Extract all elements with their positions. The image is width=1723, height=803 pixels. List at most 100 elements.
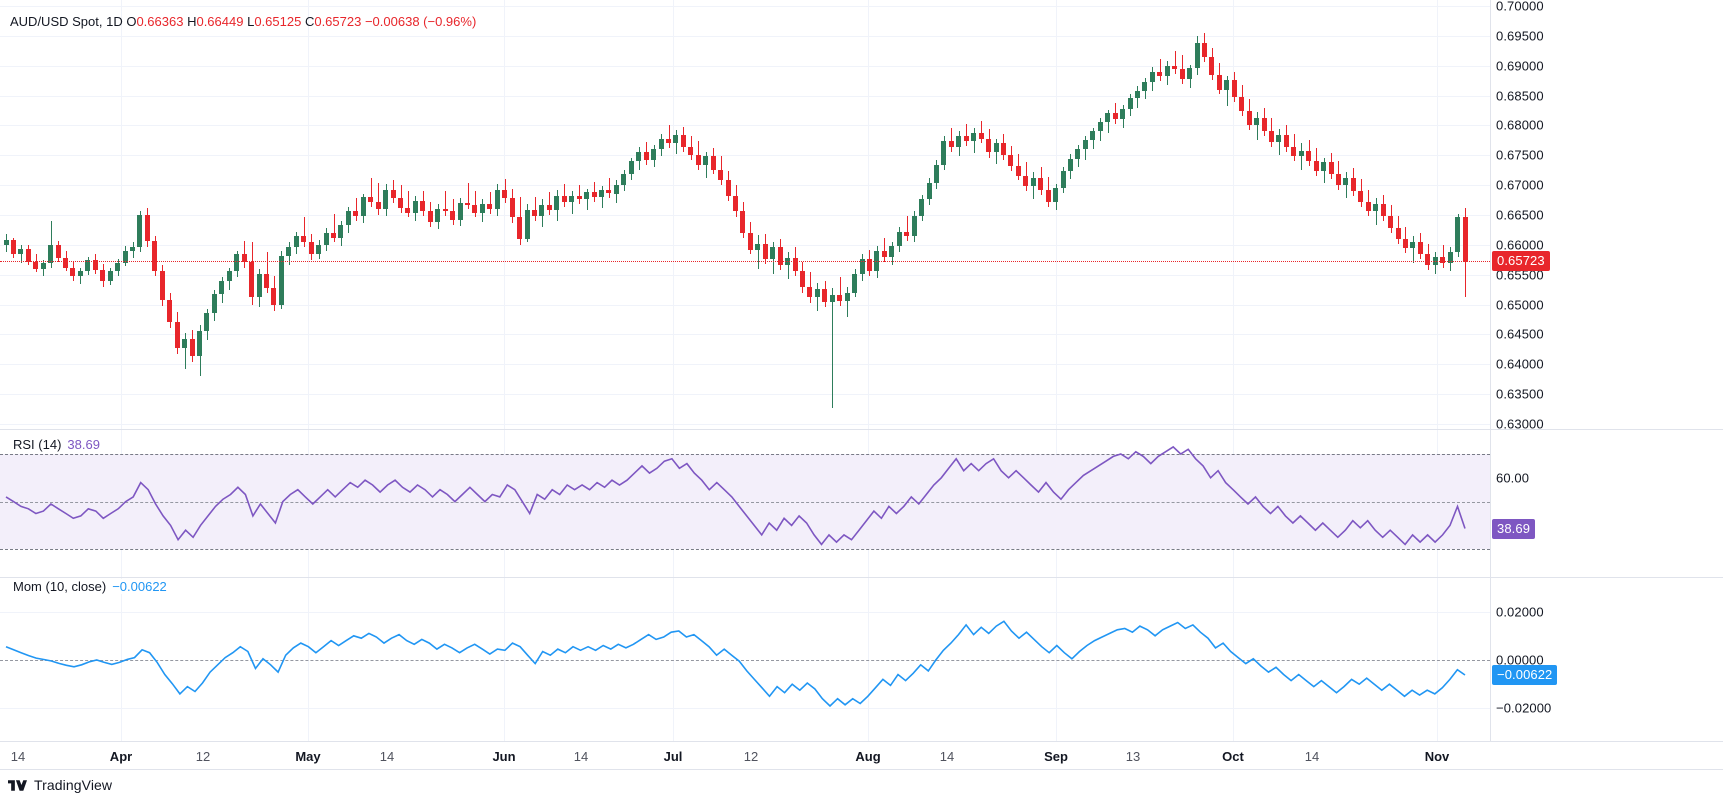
candle-body	[1410, 242, 1415, 249]
candle-body	[487, 204, 492, 210]
candle-body	[718, 169, 723, 181]
tradingview-logo[interactable]: TradingView	[8, 777, 112, 793]
candle-body	[100, 269, 105, 281]
candle-body	[1448, 252, 1453, 263]
rsi-level-line	[0, 501, 1490, 503]
candle-body	[227, 271, 232, 281]
candle-body	[413, 200, 418, 213]
price-axis-label: 0.70000	[1496, 0, 1544, 14]
price-scale[interactable]	[1490, 0, 1723, 430]
rsi-legend[interactable]: RSI (14) 38.69	[10, 437, 103, 452]
price-scale-border	[1490, 0, 1491, 430]
candle-body	[443, 209, 448, 212]
candle-body	[502, 189, 507, 199]
candle-wick	[80, 267, 81, 285]
candle-body	[696, 155, 701, 165]
candle-body	[1046, 189, 1051, 202]
candle-body	[852, 273, 857, 293]
candle-wick	[579, 185, 580, 205]
candle-body	[212, 293, 217, 313]
gridline-horizontal	[0, 66, 1490, 67]
last-price-line	[0, 261, 1490, 263]
candle-body	[800, 271, 805, 287]
candle-wick	[609, 177, 610, 199]
candle-body	[1209, 57, 1214, 76]
candle-body	[956, 136, 961, 147]
candle-body	[755, 243, 760, 250]
rsi-scale-border	[1490, 430, 1491, 578]
candle-wick	[1257, 112, 1258, 140]
close-label: C	[304, 14, 315, 29]
candle-wick	[378, 182, 379, 215]
candle-body	[994, 143, 999, 152]
candle-body	[361, 197, 366, 217]
low-value: 0.65125	[254, 14, 302, 29]
pane-divider-mom-time	[0, 741, 1723, 742]
candle-body	[919, 199, 924, 217]
candle-body	[11, 240, 16, 254]
rsi-scale[interactable]	[1490, 430, 1723, 578]
price-legend[interactable]: AUD/USD Spot, 1D O0.66363 H0.66449 L0.65…	[10, 14, 476, 29]
candle-body	[532, 210, 537, 217]
candle-body	[145, 215, 150, 242]
candle-body	[733, 195, 738, 212]
candle-wick	[907, 216, 908, 242]
candle-body	[1172, 65, 1177, 70]
pane-divider-price-rsi	[0, 429, 1723, 430]
candle-body	[681, 134, 686, 147]
price-axis-label: 0.65000	[1496, 297, 1544, 313]
candle-wick	[884, 237, 885, 262]
price-axis-label: 0.64500	[1496, 326, 1544, 342]
candle-body	[428, 211, 433, 223]
candle-wick	[445, 191, 446, 217]
candle-body	[33, 261, 38, 269]
candle-body	[867, 259, 872, 272]
price-plot-area[interactable]	[0, 0, 1490, 430]
momentum-plot-area[interactable]	[0, 578, 1490, 742]
candle-body	[1150, 71, 1155, 83]
candle-body	[1276, 134, 1281, 143]
price-axis-label: 0.66500	[1496, 207, 1544, 223]
rsi-legend-title: RSI (14)	[10, 437, 65, 452]
candle-body	[480, 204, 485, 213]
candle-body	[740, 211, 745, 233]
momentum-legend[interactable]: Mom (10, close) −0.00622	[10, 579, 170, 594]
candle-body	[949, 140, 954, 147]
gridline-horizontal	[0, 155, 1490, 156]
candle-wick	[371, 177, 372, 207]
candle-body	[458, 203, 463, 220]
time-axis[interactable]: 14 Apr 12 May 14 Jun 14 Jul 12 Aug 14 Sep 13 Oct 14 Nov	[0, 742, 1723, 770]
candle-body	[1381, 204, 1386, 217]
price-axis-label: 0.68000	[1496, 117, 1544, 133]
rsi-plot-area[interactable]	[0, 430, 1490, 578]
time-axis-label: 14	[379, 749, 395, 764]
gridline-horizontal	[0, 334, 1490, 335]
candle-wick	[51, 220, 52, 268]
candle-body	[1098, 121, 1103, 132]
candle-body	[1157, 71, 1162, 77]
candle-wick	[244, 241, 245, 268]
candle-body	[584, 192, 589, 200]
candle-body	[435, 209, 440, 223]
candle-body	[927, 182, 932, 200]
candle-body	[1299, 150, 1304, 157]
price-axis-label: 0.67000	[1496, 177, 1544, 193]
candle-wick	[1182, 54, 1183, 84]
candle-body	[70, 267, 75, 276]
candle-body	[316, 244, 321, 255]
candle-body	[889, 246, 894, 257]
candle-wick	[966, 124, 967, 146]
candle-body	[807, 286, 812, 298]
time-axis-label: 14	[939, 749, 955, 764]
gridline-horizontal	[0, 394, 1490, 395]
rsi-level-line	[0, 549, 1490, 551]
candle-body	[376, 201, 381, 210]
momentum-scale[interactable]	[1490, 578, 1723, 742]
time-axis-label: Nov	[1424, 749, 1450, 764]
candle-body	[1291, 146, 1296, 157]
candle-body	[1031, 177, 1036, 187]
candle-body	[837, 295, 842, 301]
candle-body	[688, 146, 693, 156]
candle-body	[346, 211, 351, 225]
candle-body	[614, 185, 619, 194]
